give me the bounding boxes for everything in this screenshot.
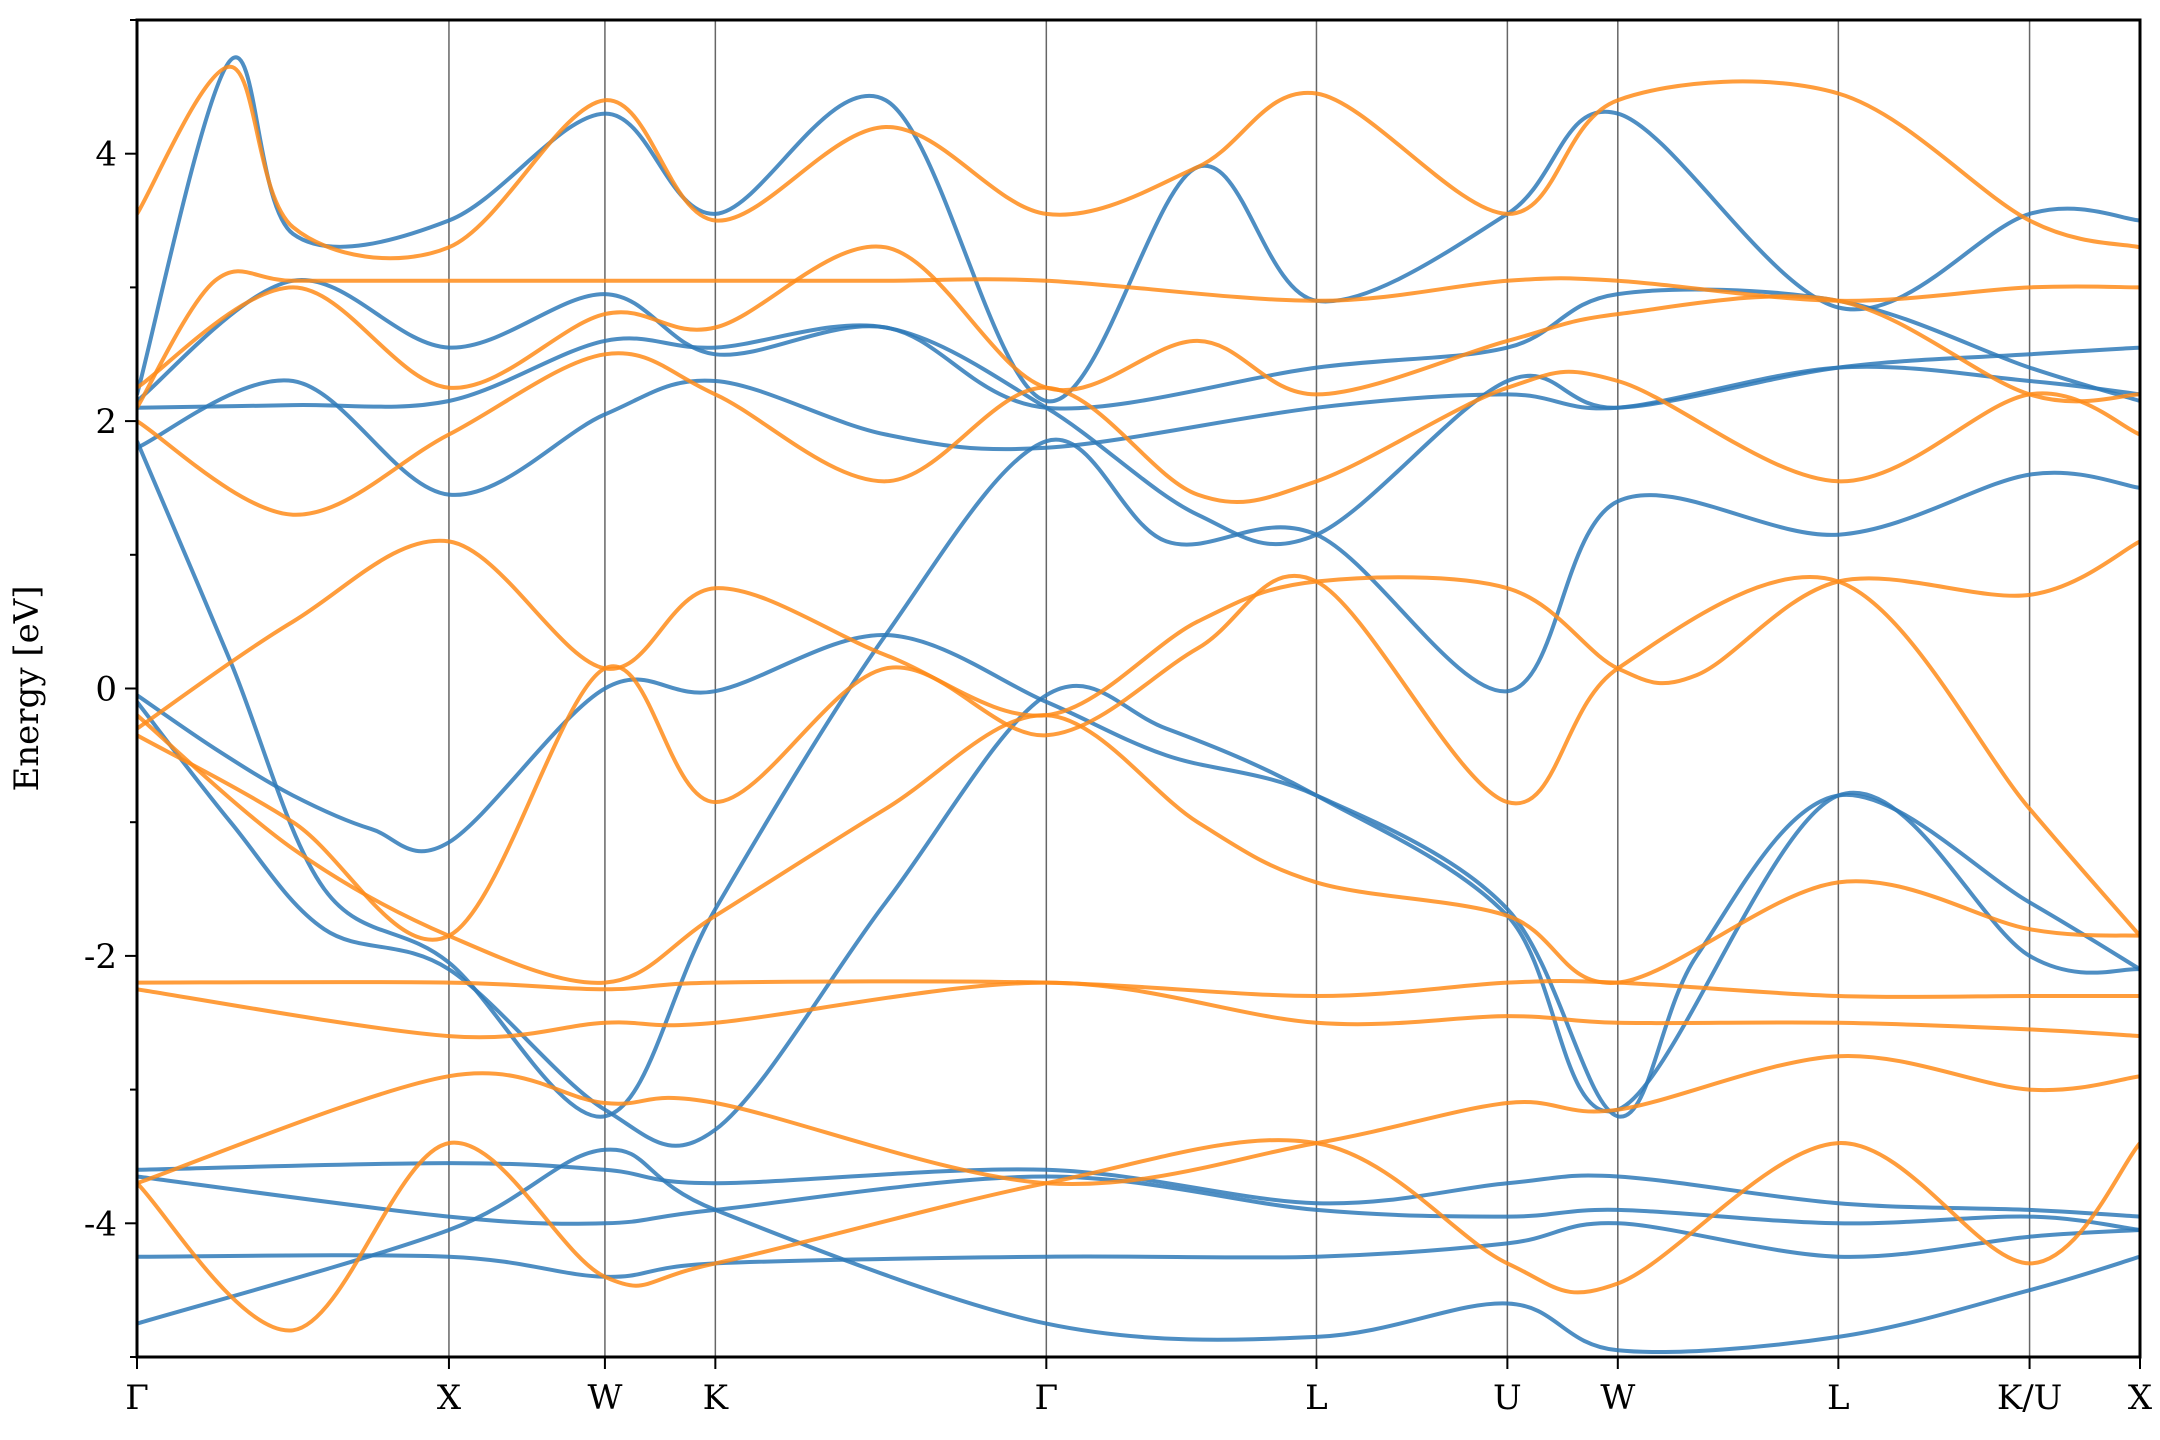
x-tick-label: U (1493, 1378, 1522, 1418)
y-axis-title: Energy [eV] (7, 585, 47, 791)
band-orange-16 (137, 1053, 2140, 1186)
x-tick-label: Γ (1035, 1378, 1059, 1418)
band-orange-21 (137, 351, 2140, 517)
band-blue-7 (137, 1161, 2140, 1219)
x-tick-label: K/U (1997, 1378, 2063, 1418)
x-tick-label: L (1305, 1378, 1328, 1418)
band-orange-14 (137, 978, 2140, 999)
x-tick-label: K (703, 1378, 729, 1418)
x-axis-ticks: Γ X W K Γ L U W L K/U X (125, 1357, 2153, 1418)
band-orange-18 (137, 269, 2140, 409)
y-tick-label: -4 (84, 1204, 117, 1244)
band-blue-6 (137, 364, 2140, 497)
y-axis-ticks: -4 -2 0 2 4 (84, 19, 137, 1358)
y-tick-label: 4 (95, 135, 117, 175)
band-orange-12 (137, 573, 2140, 942)
y-tick-label: 0 (95, 670, 117, 710)
x-tick-label: W (587, 1378, 622, 1418)
band-orange-20 (137, 244, 2140, 404)
band-orange-19 (137, 64, 2140, 261)
band-blue-10 (137, 1147, 2140, 1355)
band-orange-11 (137, 538, 2140, 731)
y-tick-label: -2 (84, 937, 117, 977)
high-symmetry-lines (448, 20, 2031, 1357)
band-orange-15 (137, 980, 2140, 1040)
band-orange-13 (137, 713, 2140, 985)
band-blue-4 (137, 55, 2140, 404)
x-tick-label: Γ (125, 1378, 149, 1418)
band-lines (137, 55, 2140, 1355)
band-blue-9 (137, 1221, 2140, 1279)
band-blue-8 (137, 1174, 2140, 1232)
x-tick-label: X (437, 1378, 462, 1418)
x-tick-label: W (1600, 1378, 1635, 1418)
y-tick-label: 2 (95, 402, 117, 442)
band-blue-0 (137, 632, 2140, 1119)
band-blue-1 (137, 437, 2140, 1119)
x-tick-label: X (2128, 1378, 2153, 1418)
band-orange-17 (137, 1138, 2140, 1333)
band-blue-2 (137, 683, 2140, 1148)
x-tick-label: L (1827, 1378, 1850, 1418)
